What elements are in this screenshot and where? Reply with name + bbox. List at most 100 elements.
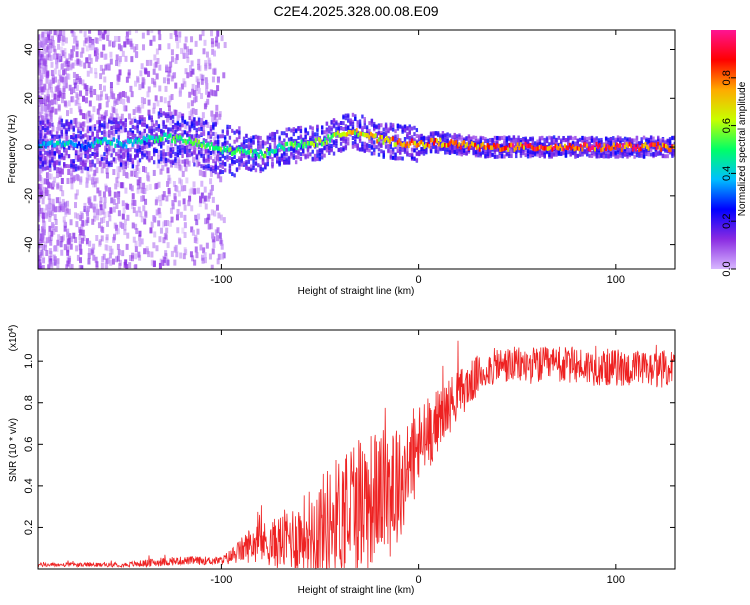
spectrogram-ridge-cell	[246, 149, 249, 155]
spectrogram-cell	[647, 139, 650, 144]
spectrogram-ridge-cell	[391, 136, 394, 141]
spectrogram-cell	[349, 132, 352, 137]
spectrogram-cell	[128, 254, 132, 261]
spectrogram-cell	[155, 126, 158, 131]
spectrogram-cell	[51, 156, 54, 161]
spectrogram-ridge-cell	[533, 147, 536, 152]
spectrogram-cell	[67, 73, 71, 80]
spectrogram-cell	[323, 145, 326, 150]
spectrogram-cell	[38, 42, 42, 49]
spectrogram-ridge-cell	[630, 143, 633, 148]
spectrogram-cell	[621, 138, 624, 143]
spectrogram-cell	[176, 126, 180, 131]
spectrogram-cell	[155, 73, 159, 80]
spectrogram-cell	[78, 234, 82, 241]
spectrogram-cell	[181, 144, 184, 149]
spectrogram-cell	[342, 115, 345, 120]
spectrogram-cell	[93, 169, 97, 176]
spectrogram-cell	[55, 145, 59, 150]
spectrogram-cell	[92, 106, 96, 113]
spectrogram-cell	[66, 260, 70, 267]
spectrogram-ridge-cell	[601, 147, 604, 152]
spectrogram-cell	[619, 140, 622, 145]
colorbar-ticks: 0.00.20.40.60.8	[721, 70, 736, 277]
spectrogram-cell	[84, 37, 88, 44]
spectrogram-cell	[150, 142, 153, 147]
spectrogram-cell	[99, 94, 103, 101]
spectrogram-cell	[628, 138, 632, 143]
spectrogram-cell	[190, 205, 194, 212]
spectrogram-cell	[276, 129, 279, 134]
spectrogram-cell	[95, 235, 99, 242]
spectrogram-cell	[160, 150, 163, 155]
spectrogram-cell	[59, 185, 63, 192]
spectrogram-cell	[47, 231, 51, 238]
spectrogram-cell	[55, 58, 59, 65]
spectrogram-cell	[181, 159, 184, 164]
spectrogram-cell	[410, 135, 414, 140]
spectrogram-cell	[79, 248, 83, 255]
spectrogram-cell	[339, 121, 343, 126]
spectrogram-cell	[358, 124, 362, 129]
spectrogram-cell	[44, 123, 47, 128]
spectrogram-cell	[108, 116, 112, 123]
spectrogram-ridge-cell	[434, 137, 437, 143]
spectrogram-cell	[62, 30, 66, 36]
spectrogram-ridge-cell	[335, 132, 338, 137]
spectrogram-cell	[160, 129, 163, 134]
spectrogram-cell	[171, 203, 175, 210]
spectrogram-cell	[79, 122, 82, 127]
spectrogram-cell	[221, 169, 224, 174]
spectrogram-cell	[81, 229, 85, 236]
spectrogram-cell	[628, 150, 632, 155]
spectrogram-cell	[197, 63, 201, 70]
spectrogram-cell	[86, 70, 90, 77]
spectrogram-cell	[44, 60, 48, 67]
spectrogram-cell	[129, 120, 132, 125]
spectrogram-ridge-cell	[396, 140, 399, 145]
spectrogram-ridge-cell	[478, 147, 481, 152]
spectrogram-cell	[162, 151, 165, 156]
spectrogram-cell	[216, 172, 220, 179]
spectrogram-cell	[38, 131, 40, 136]
spectrogram-cell	[194, 90, 198, 97]
spectrogram-cell	[278, 156, 281, 161]
spectrogram-cell	[100, 156, 104, 161]
spectrogram-cell	[109, 134, 113, 141]
spectrogram-cell	[52, 204, 56, 211]
spectrogram-cell	[105, 160, 109, 165]
figure-title: C2E4.2025.328.00.08.E09	[273, 3, 438, 19]
spectrogram-cell	[76, 254, 80, 261]
spectrogram-cell	[153, 81, 157, 88]
spectrogram-cell	[212, 169, 215, 174]
spectrogram-cell	[38, 126, 40, 131]
spectrogram-ridge-cell	[284, 141, 287, 147]
spectrogram-cell	[373, 127, 376, 132]
spectrogram-cell	[90, 249, 94, 256]
spectrogram-cell	[81, 95, 85, 102]
spectrogram-cell	[552, 151, 556, 156]
spectrogram-cell	[609, 143, 613, 148]
spectrogram-cell	[373, 143, 376, 148]
spectrogram-cell	[110, 163, 113, 168]
spectrogram-ridge-cell	[374, 133, 377, 138]
spectrogram-ridge-cell	[262, 153, 265, 159]
spectrogram-cell	[604, 137, 608, 142]
spectrogram-cell	[190, 100, 194, 107]
spectrogram-cell	[182, 78, 186, 85]
spectrogram-cell	[55, 127, 59, 134]
spectrogram-cell	[122, 98, 126, 105]
spectrogram-cell	[101, 256, 105, 263]
spectrogram-cell	[481, 150, 485, 155]
spectrogram-cell	[115, 59, 119, 66]
snr-y-ticks: 0.20.40.60.81.0	[23, 354, 675, 535]
spectrogram-cell	[56, 206, 60, 213]
spectrogram-cell	[38, 193, 41, 200]
spectrogram-cell	[58, 206, 62, 213]
spectrogram-cell	[39, 235, 43, 242]
spectrogram-cell	[671, 150, 674, 155]
spectrogram-cell	[39, 53, 43, 60]
spectrogram-ridge-cell	[527, 143, 530, 149]
spectrogram-cell	[166, 167, 170, 174]
spectrogram-cell	[40, 130, 44, 137]
